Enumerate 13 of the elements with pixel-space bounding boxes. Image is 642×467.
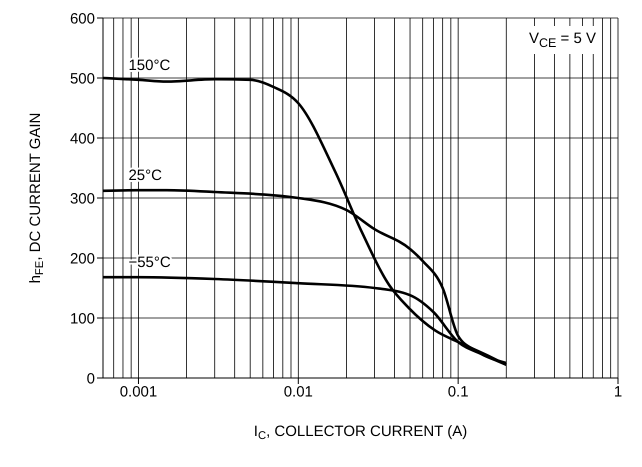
- y-tick-label: 0: [86, 370, 95, 388]
- annotation: V$_{CE}$ = 5 V: [523, 26, 602, 54]
- y-tick-label: 300: [70, 190, 95, 208]
- x-tick-label: 0.01: [284, 384, 313, 401]
- x-tick-label: 0.001: [120, 384, 158, 401]
- y-tick-label: 500: [70, 70, 95, 88]
- x-tick-label: 0.1: [448, 384, 469, 401]
- y-tick-label: 200: [70, 250, 95, 268]
- y-tick-label: 600: [70, 10, 95, 28]
- y-tick-label: 100: [70, 310, 95, 328]
- y-tick-label: 400: [70, 130, 95, 148]
- x-axis-title: I$_{C}$, COLLECTOR CURRENT (A): [254, 423, 468, 442]
- x-tick-label: 1: [614, 384, 622, 401]
